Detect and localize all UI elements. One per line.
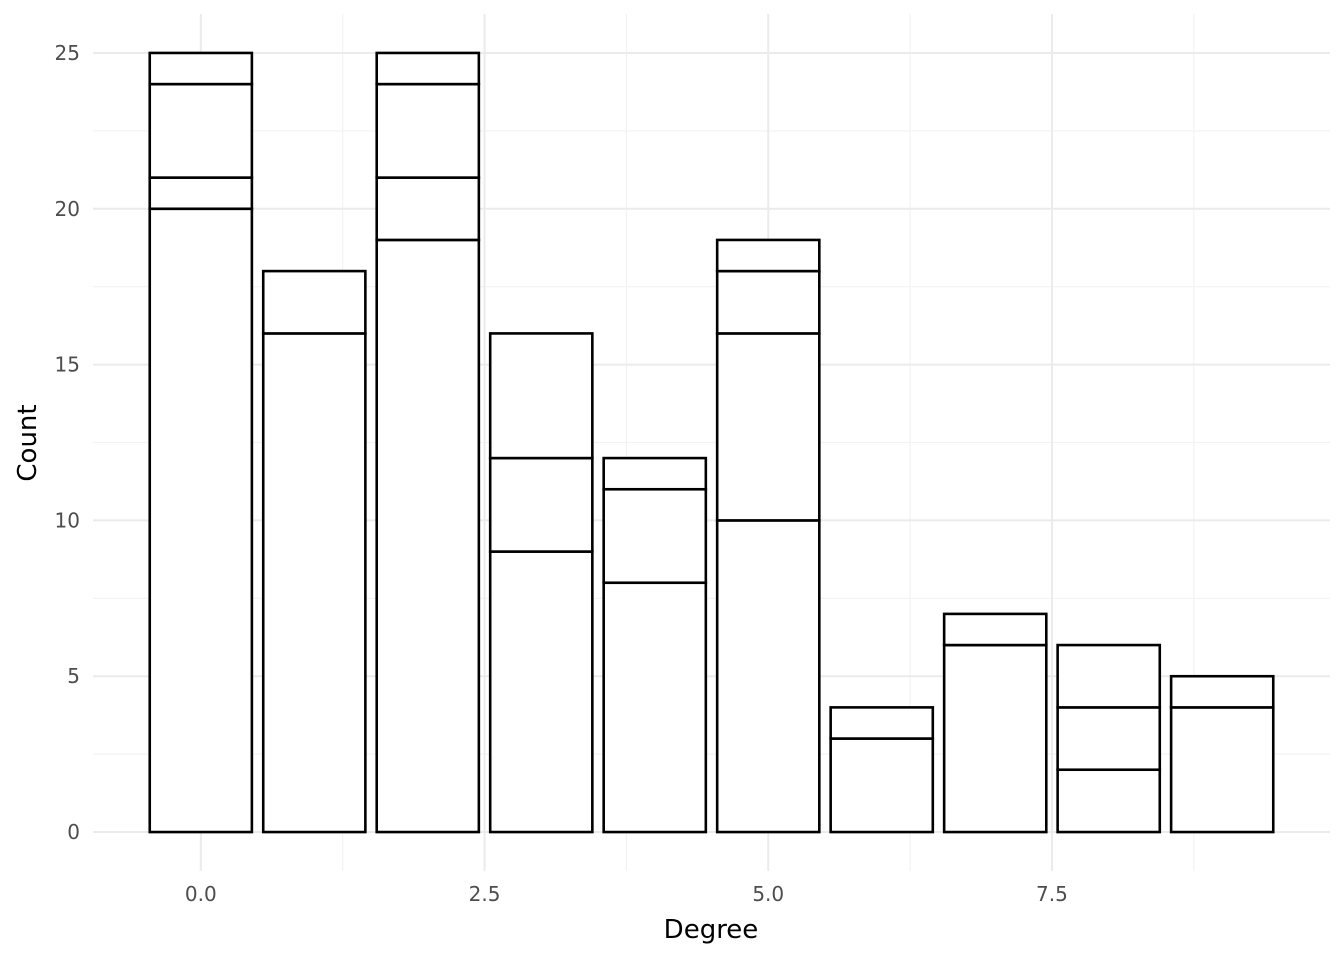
bar-6-segment-1 <box>829 706 935 740</box>
bar-5-segment-1 <box>715 332 821 522</box>
bar-2-segment-0 <box>375 238 481 834</box>
bar-8-segment-2 <box>1056 643 1162 709</box>
x-tick-label: 5.0 <box>752 882 784 906</box>
bar-9-segment-1 <box>1169 674 1275 709</box>
bar-0-segment-3 <box>148 51 254 86</box>
bar-1-segment-1 <box>261 269 367 335</box>
bar-8-segment-1 <box>1056 706 1162 772</box>
x-tick-label: 0.0 <box>185 882 217 906</box>
bar-7-segment-1 <box>942 612 1048 647</box>
bar-8-segment-0 <box>1056 768 1162 834</box>
y-axis-title: Count <box>13 404 43 481</box>
bar-9-segment-0 <box>1169 706 1275 834</box>
y-tick-label: 5 <box>67 664 80 688</box>
x-tick-label: 7.5 <box>1036 882 1068 906</box>
bar-0-segment-2 <box>148 82 254 179</box>
bar-2-segment-3 <box>375 51 481 86</box>
bar-0-segment-1 <box>148 176 254 211</box>
bar-0-segment-0 <box>148 207 254 834</box>
bar-1-segment-0 <box>261 332 367 834</box>
y-tick-label: 15 <box>55 353 80 377</box>
y-tick-label: 20 <box>55 197 80 221</box>
bar-4-segment-2 <box>602 456 708 491</box>
y-tick-label: 10 <box>55 508 80 532</box>
x-axis-tick-labels: 0.0 2.5 5.0 7.5 <box>185 882 1068 906</box>
bar-2-segment-1 <box>375 176 481 242</box>
y-axis-tick-labels: 0 5 10 15 20 25 <box>55 41 80 844</box>
bars <box>148 51 1275 834</box>
bar-7-segment-0 <box>942 643 1048 834</box>
bar-4-segment-0 <box>602 581 708 834</box>
y-tick-label: 0 <box>67 820 80 844</box>
bar-2-segment-2 <box>375 82 481 179</box>
bar-3-segment-1 <box>488 456 594 553</box>
bar-5-segment-0 <box>715 519 821 834</box>
bar-5-segment-2 <box>715 269 821 335</box>
bar-3-segment-0 <box>488 550 594 834</box>
bar-4-segment-1 <box>602 487 708 585</box>
bar-3-segment-2 <box>488 332 594 460</box>
y-tick-label: 25 <box>55 41 80 65</box>
bar-5-segment-3 <box>715 238 821 273</box>
x-tick-label: 2.5 <box>469 882 501 906</box>
bar-6-segment-0 <box>829 737 935 834</box>
x-axis-title: Degree <box>664 915 759 945</box>
